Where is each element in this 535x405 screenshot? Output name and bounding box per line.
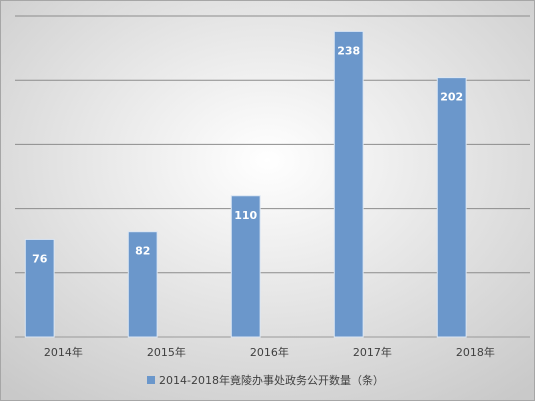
- data-label: 110: [234, 209, 257, 222]
- data-label: 82: [135, 245, 150, 258]
- x-tick-label: 2018年: [456, 345, 495, 359]
- data-label: 76: [32, 252, 48, 265]
- legend-swatch: [147, 376, 155, 384]
- bar: [230, 195, 261, 338]
- x-tick-label: 2015年: [147, 345, 186, 359]
- data-label: 202: [440, 91, 463, 104]
- x-tick-label: 2014年: [44, 345, 83, 359]
- data-label: 238: [337, 44, 360, 57]
- x-tick-label: 2016年: [250, 345, 289, 359]
- x-tick-label: 2017年: [353, 345, 392, 359]
- bar: [333, 30, 364, 338]
- bar: [24, 238, 55, 338]
- legend-label: 2014-2018年竟陵办事处政务公开数量（条）: [159, 373, 384, 387]
- bar: [127, 231, 158, 338]
- bar: [436, 77, 467, 338]
